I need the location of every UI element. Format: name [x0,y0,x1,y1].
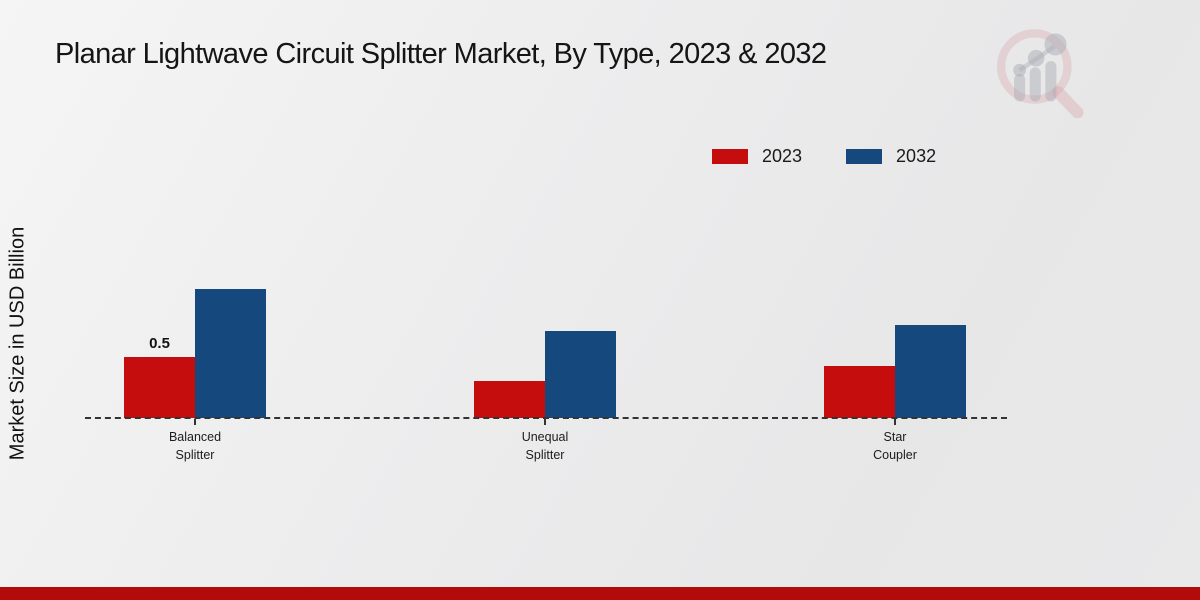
bar-2023-balanced-splitter[interactable]: 0.5 [124,335,195,418]
bar-group-2 [474,331,616,418]
footer-accent-bar [0,587,1200,600]
bar-2032-balanced-splitter[interactable] [195,289,266,418]
x-axis-baseline [85,417,1007,419]
x-axis-tick [894,419,896,425]
legend-swatch-2032 [846,149,883,164]
x-axis-tick [194,419,196,425]
legend-label-2032: 2032 [896,146,937,166]
chart-title: Planar Lightwave Circuit Splitter Market… [55,38,827,70]
x-axis-category-label: Unequal Splitter [521,430,569,463]
x-axis-tick [544,419,546,425]
bar-2032-star-coupler[interactable] [895,325,966,418]
magnifier-bar-chart-logo-icon [997,29,1084,118]
bar-2023-star-coupler[interactable] [824,366,895,418]
legend-label-2023: 2023 [762,146,803,166]
bar-group-1: 0.5 [124,289,266,418]
legend-item-2023[interactable]: 2023 [712,146,802,167]
legend: 2023 2032 [712,146,936,167]
bar-2032-unequal-splitter[interactable] [545,331,616,418]
bar-value-label: 0.5 [149,335,170,352]
x-axis-category-label: Balanced Splitter [168,430,222,463]
legend-swatch-2023 [712,149,748,164]
bar-group-3 [824,325,966,418]
y-axis-label: Market Size in USD Billion [6,226,29,461]
x-axis-category-label: Star Coupler [873,430,917,463]
legend-item-2032[interactable]: 2032 [846,146,936,167]
bar-2023-unequal-splitter[interactable] [474,381,545,418]
